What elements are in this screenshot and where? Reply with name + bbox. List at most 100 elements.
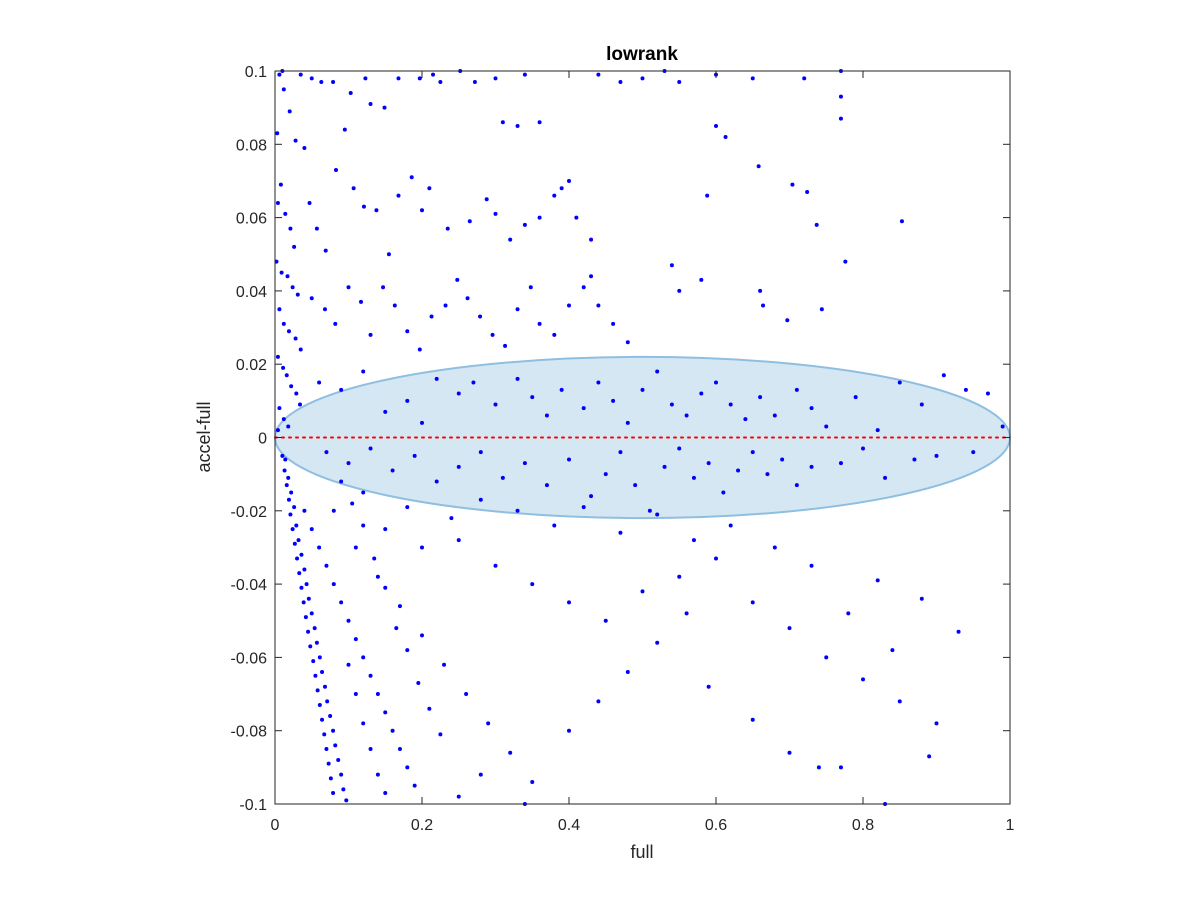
data-point [552, 193, 557, 198]
data-point [315, 688, 320, 693]
y-tick-label: 0 [258, 431, 267, 448]
data-point [295, 292, 300, 297]
data-point [339, 479, 344, 484]
data-point [383, 791, 388, 796]
data-point [417, 76, 422, 81]
data-point [324, 747, 329, 752]
data-point [286, 497, 291, 502]
data-point [390, 728, 395, 733]
data-point [374, 208, 379, 213]
data-point [787, 750, 792, 755]
data-point [361, 721, 366, 726]
data-point [333, 321, 338, 326]
data-point [281, 365, 286, 370]
data-point [603, 618, 608, 623]
data-point [640, 76, 645, 81]
data-point [963, 387, 968, 392]
data-point [515, 508, 520, 513]
data-point [353, 637, 358, 642]
data-point [843, 259, 848, 264]
data-point [442, 662, 447, 667]
data-point [412, 783, 417, 788]
data-point [353, 545, 358, 550]
data-point [640, 589, 645, 594]
x-tick-label: 0.2 [411, 817, 433, 834]
data-point [503, 343, 508, 348]
data-point [361, 204, 366, 209]
data-point [361, 490, 366, 495]
data-point [438, 732, 443, 737]
y-ticks: -0.1 -0.08 -0.06 -0.04 -0.02 0 0.02 0.04 0.06 0.0… [231, 64, 1010, 814]
data-point [581, 505, 586, 510]
data-point [486, 721, 491, 726]
data-point [277, 307, 282, 312]
data-point [465, 296, 470, 301]
data-point [396, 76, 401, 81]
data-point [383, 710, 388, 715]
data-point [897, 380, 902, 385]
data-point [350, 501, 355, 506]
data-point [283, 457, 288, 462]
data-point [897, 699, 902, 704]
data-point [794, 483, 799, 488]
data-point [278, 182, 283, 187]
data-point [456, 391, 461, 396]
data-point [306, 596, 311, 601]
data-point [420, 420, 424, 425]
data-point [790, 182, 795, 187]
data-point [368, 747, 373, 752]
data-point [522, 72, 527, 77]
data-point [351, 186, 356, 191]
data-point [677, 446, 682, 451]
data-point [508, 750, 513, 755]
data-point [372, 556, 377, 561]
data-point [846, 611, 851, 616]
data-point [281, 87, 286, 92]
data-point [375, 692, 380, 697]
data-point [655, 512, 660, 517]
data-point [912, 457, 917, 462]
data-point [934, 721, 939, 726]
data-point [765, 472, 770, 477]
data-point [317, 703, 322, 708]
data-point [390, 468, 395, 473]
data-point [409, 175, 414, 180]
data-point [368, 101, 373, 106]
data-point [758, 288, 763, 293]
x-ticks: 0 0.2 0.4 0.6 0.8 1 [271, 71, 1015, 834]
data-point [567, 457, 571, 462]
data-point [528, 285, 533, 290]
data-point [552, 523, 557, 528]
data-point [785, 318, 790, 323]
data-point [427, 706, 432, 711]
data-point [342, 127, 347, 132]
data-point [875, 428, 880, 433]
data-point [669, 402, 674, 407]
data-point [838, 765, 843, 770]
data-point [603, 472, 608, 477]
data-point [699, 391, 704, 396]
data-point [677, 79, 682, 84]
data-point [530, 780, 535, 785]
data-point [306, 629, 311, 634]
data-point [809, 406, 814, 411]
data-point [288, 226, 293, 231]
data-point [353, 692, 358, 697]
data-point [522, 461, 527, 466]
data-point [336, 758, 341, 763]
data-point [1000, 424, 1005, 429]
data-point [567, 303, 571, 308]
data-point [899, 219, 904, 224]
y-tick-label: 0.02 [236, 357, 267, 374]
data-point [286, 329, 291, 334]
data-point [500, 475, 505, 480]
data-point [416, 681, 421, 686]
data-point [677, 574, 682, 579]
data-point [647, 508, 652, 513]
data-point [456, 794, 461, 799]
data-point [699, 277, 704, 282]
data-point [691, 538, 696, 543]
data-point [515, 307, 520, 312]
data-point [280, 453, 285, 458]
data-point [581, 285, 586, 290]
